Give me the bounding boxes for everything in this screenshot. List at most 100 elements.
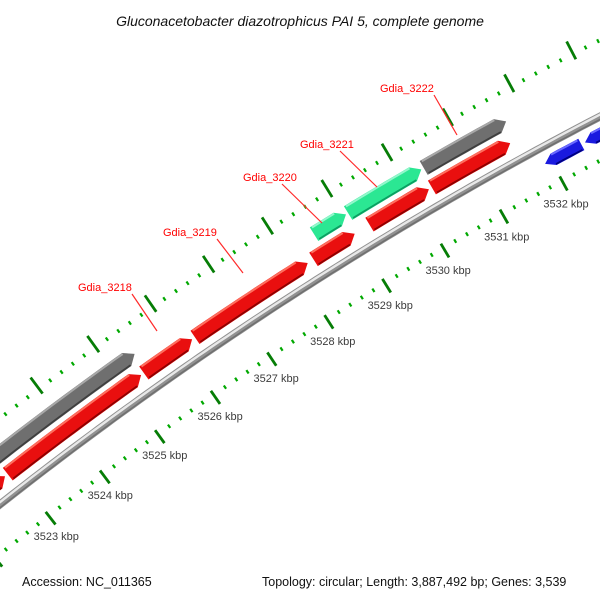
gene-arrow-Gdia_3222[interactable] (419, 119, 507, 175)
outer-scale-tick-minor (596, 38, 600, 44)
gene-arrow-blue[interactable] (545, 138, 585, 165)
outer-scale-tick-minor (25, 394, 30, 400)
outer-scale-tick-major (565, 40, 578, 60)
inner-scale-tick-minor (429, 252, 434, 258)
gene-arrow-red[interactable] (309, 232, 355, 267)
gene-arrow-blue-bevel-light (590, 127, 600, 135)
inner-scale-tick-major (558, 175, 569, 192)
gene-label-Gdia_3222[interactable]: Gdia_3222 (380, 83, 434, 95)
inner-scale-tick-minor (359, 295, 364, 300)
scale-label: 3523 kbp (34, 531, 79, 543)
outer-scale-tick-minor (173, 288, 179, 294)
outer-scale-tick-minor (423, 132, 428, 137)
inner-scale-tick-minor (200, 400, 205, 405)
inner-scale-tick-minor (245, 369, 250, 375)
inner-scale-tick-minor (189, 408, 194, 413)
gene-arrow-Gdia_3222-bevel-light (421, 119, 495, 163)
inner-scale-tick-major (0, 561, 4, 568)
outer-scale-tick-minor (583, 45, 588, 50)
outer-scale-tick-minor (533, 71, 538, 76)
outer-scale-tick-minor (460, 111, 464, 117)
gene-arrow-red[interactable] (2, 374, 142, 481)
inner-scale-tick-minor (111, 464, 117, 469)
gene-arrow-red-bevel-dark (318, 243, 351, 265)
gene-label-leader-Gdia_3222 (433, 94, 458, 136)
gene-label-Gdia_3220[interactable]: Gdia_3220 (243, 172, 297, 184)
inner-scale-tick-minor (290, 339, 295, 344)
gene-arrow-red-bevel-dark (373, 199, 425, 231)
inner-scale-tick-minor (313, 324, 318, 329)
gene-arrow-Gdia_3221-bevel-dark (352, 179, 417, 219)
scale-label: 3524 kbp (88, 490, 133, 502)
gene-label-leader-Gdia_3218 (131, 293, 158, 332)
gene-arrow-red[interactable] (365, 187, 429, 232)
genome-backbone-shadow (0, 118, 600, 509)
inner-scale-tick-minor (3, 547, 9, 552)
outer-scale-tick-minor (197, 273, 202, 278)
inner-scale-tick-minor (348, 302, 353, 308)
outer-scale-tick-minor (220, 257, 225, 263)
inner-scale-tick-minor (302, 331, 307, 337)
outer-scale-tick-minor (315, 197, 320, 202)
inner-scale-tick-minor (476, 225, 481, 230)
gene-arrow-Gdia_3222-bevel-dark (428, 131, 502, 174)
inner-scale-tick-minor (371, 288, 376, 293)
inner-scale-tick-minor (90, 480, 95, 485)
inner-scale-tick-major (381, 278, 392, 294)
gene-arrow-red-bevel-dark (436, 153, 506, 194)
gene-arrow-Gdia_3220-bevel-dark (318, 224, 342, 240)
outer-scale-tick-minor (104, 336, 110, 342)
inner-scale-tick-minor (256, 361, 261, 367)
gene-arrow-Gdia_3218[interactable] (139, 338, 193, 380)
gene-label-leader-Gdia_3220 (281, 183, 323, 224)
outer-scale-tick-minor (496, 91, 501, 96)
outer-scale-tick-major (86, 335, 101, 354)
gene-arrow-Gdia_3219[interactable] (190, 261, 308, 345)
genome-backbone (0, 112, 600, 510)
outer-scale-tick-minor (558, 58, 563, 63)
inner-scale-tick-minor (512, 204, 517, 210)
gene-arrow-Gdia_3221-bevel-light (345, 167, 411, 208)
inner-scale-tick-minor (35, 521, 41, 527)
inner-scale-tick-minor (68, 496, 73, 502)
gene-arrow-gray-bevel-dark (0, 364, 132, 464)
outer-scale-tick-major (380, 143, 394, 162)
gene-arrow-Gdia_3218-bevel-light (140, 338, 181, 368)
gene-arrow-Gdia_3221[interactable] (343, 167, 422, 220)
gene-arrow-Gdia_3218-bevel-dark (148, 349, 189, 379)
scale-label: 3527 kbp (253, 373, 298, 385)
gene-arrow-red[interactable] (0, 476, 5, 581)
outer-scale-tick-minor (338, 182, 343, 187)
outer-scale-tick-major (260, 216, 275, 236)
inner-scale-tick-minor (167, 423, 172, 429)
outer-scale-tick-minor (127, 320, 132, 326)
gene-label-Gdia_3218[interactable]: Gdia_3218 (78, 282, 132, 294)
gene-arrow-Gdia_3220[interactable] (309, 212, 346, 241)
gene-label-Gdia_3219[interactable]: Gdia_3219 (163, 227, 217, 239)
outer-scale-tick-minor (350, 175, 355, 180)
inner-scale-tick-minor (144, 439, 150, 445)
gene-arrow-red[interactable] (427, 140, 511, 195)
gene-arrow-gray-bevel-light (0, 353, 124, 447)
inner-scale-tick-major (153, 429, 166, 444)
scale-label: 3532 kbp (543, 199, 588, 211)
inner-scale-tick-minor (572, 172, 577, 177)
inner-scale-tick-minor (453, 238, 458, 244)
gene-arrow-blue-bevel-dark (555, 149, 583, 165)
outer-scale-tick-minor (3, 411, 8, 417)
outer-scale-tick-minor (116, 328, 121, 334)
gene-arrow-Gdia_3219-bevel-dark (199, 273, 304, 343)
outer-scale-tick-minor (291, 211, 296, 217)
gene-label-Gdia_3221[interactable]: Gdia_3221 (300, 139, 354, 151)
outer-scale-tick-minor (59, 369, 64, 375)
outer-scale-tick-minor (82, 353, 87, 358)
inner-scale-tick-major (266, 351, 278, 367)
inner-scale-tick-minor (133, 447, 138, 453)
inner-scale-tick-minor (406, 266, 411, 272)
gene-arrow-red-bevel-dark (12, 385, 138, 480)
map-title: Gluconacetobacter diazotrophicus PAI 5, … (116, 13, 484, 29)
inner-scale-tick-minor (222, 384, 227, 390)
scale-label: 3525 kbp (142, 450, 187, 462)
gene-arrow-Gdia_3219-bevel-light (192, 261, 297, 332)
